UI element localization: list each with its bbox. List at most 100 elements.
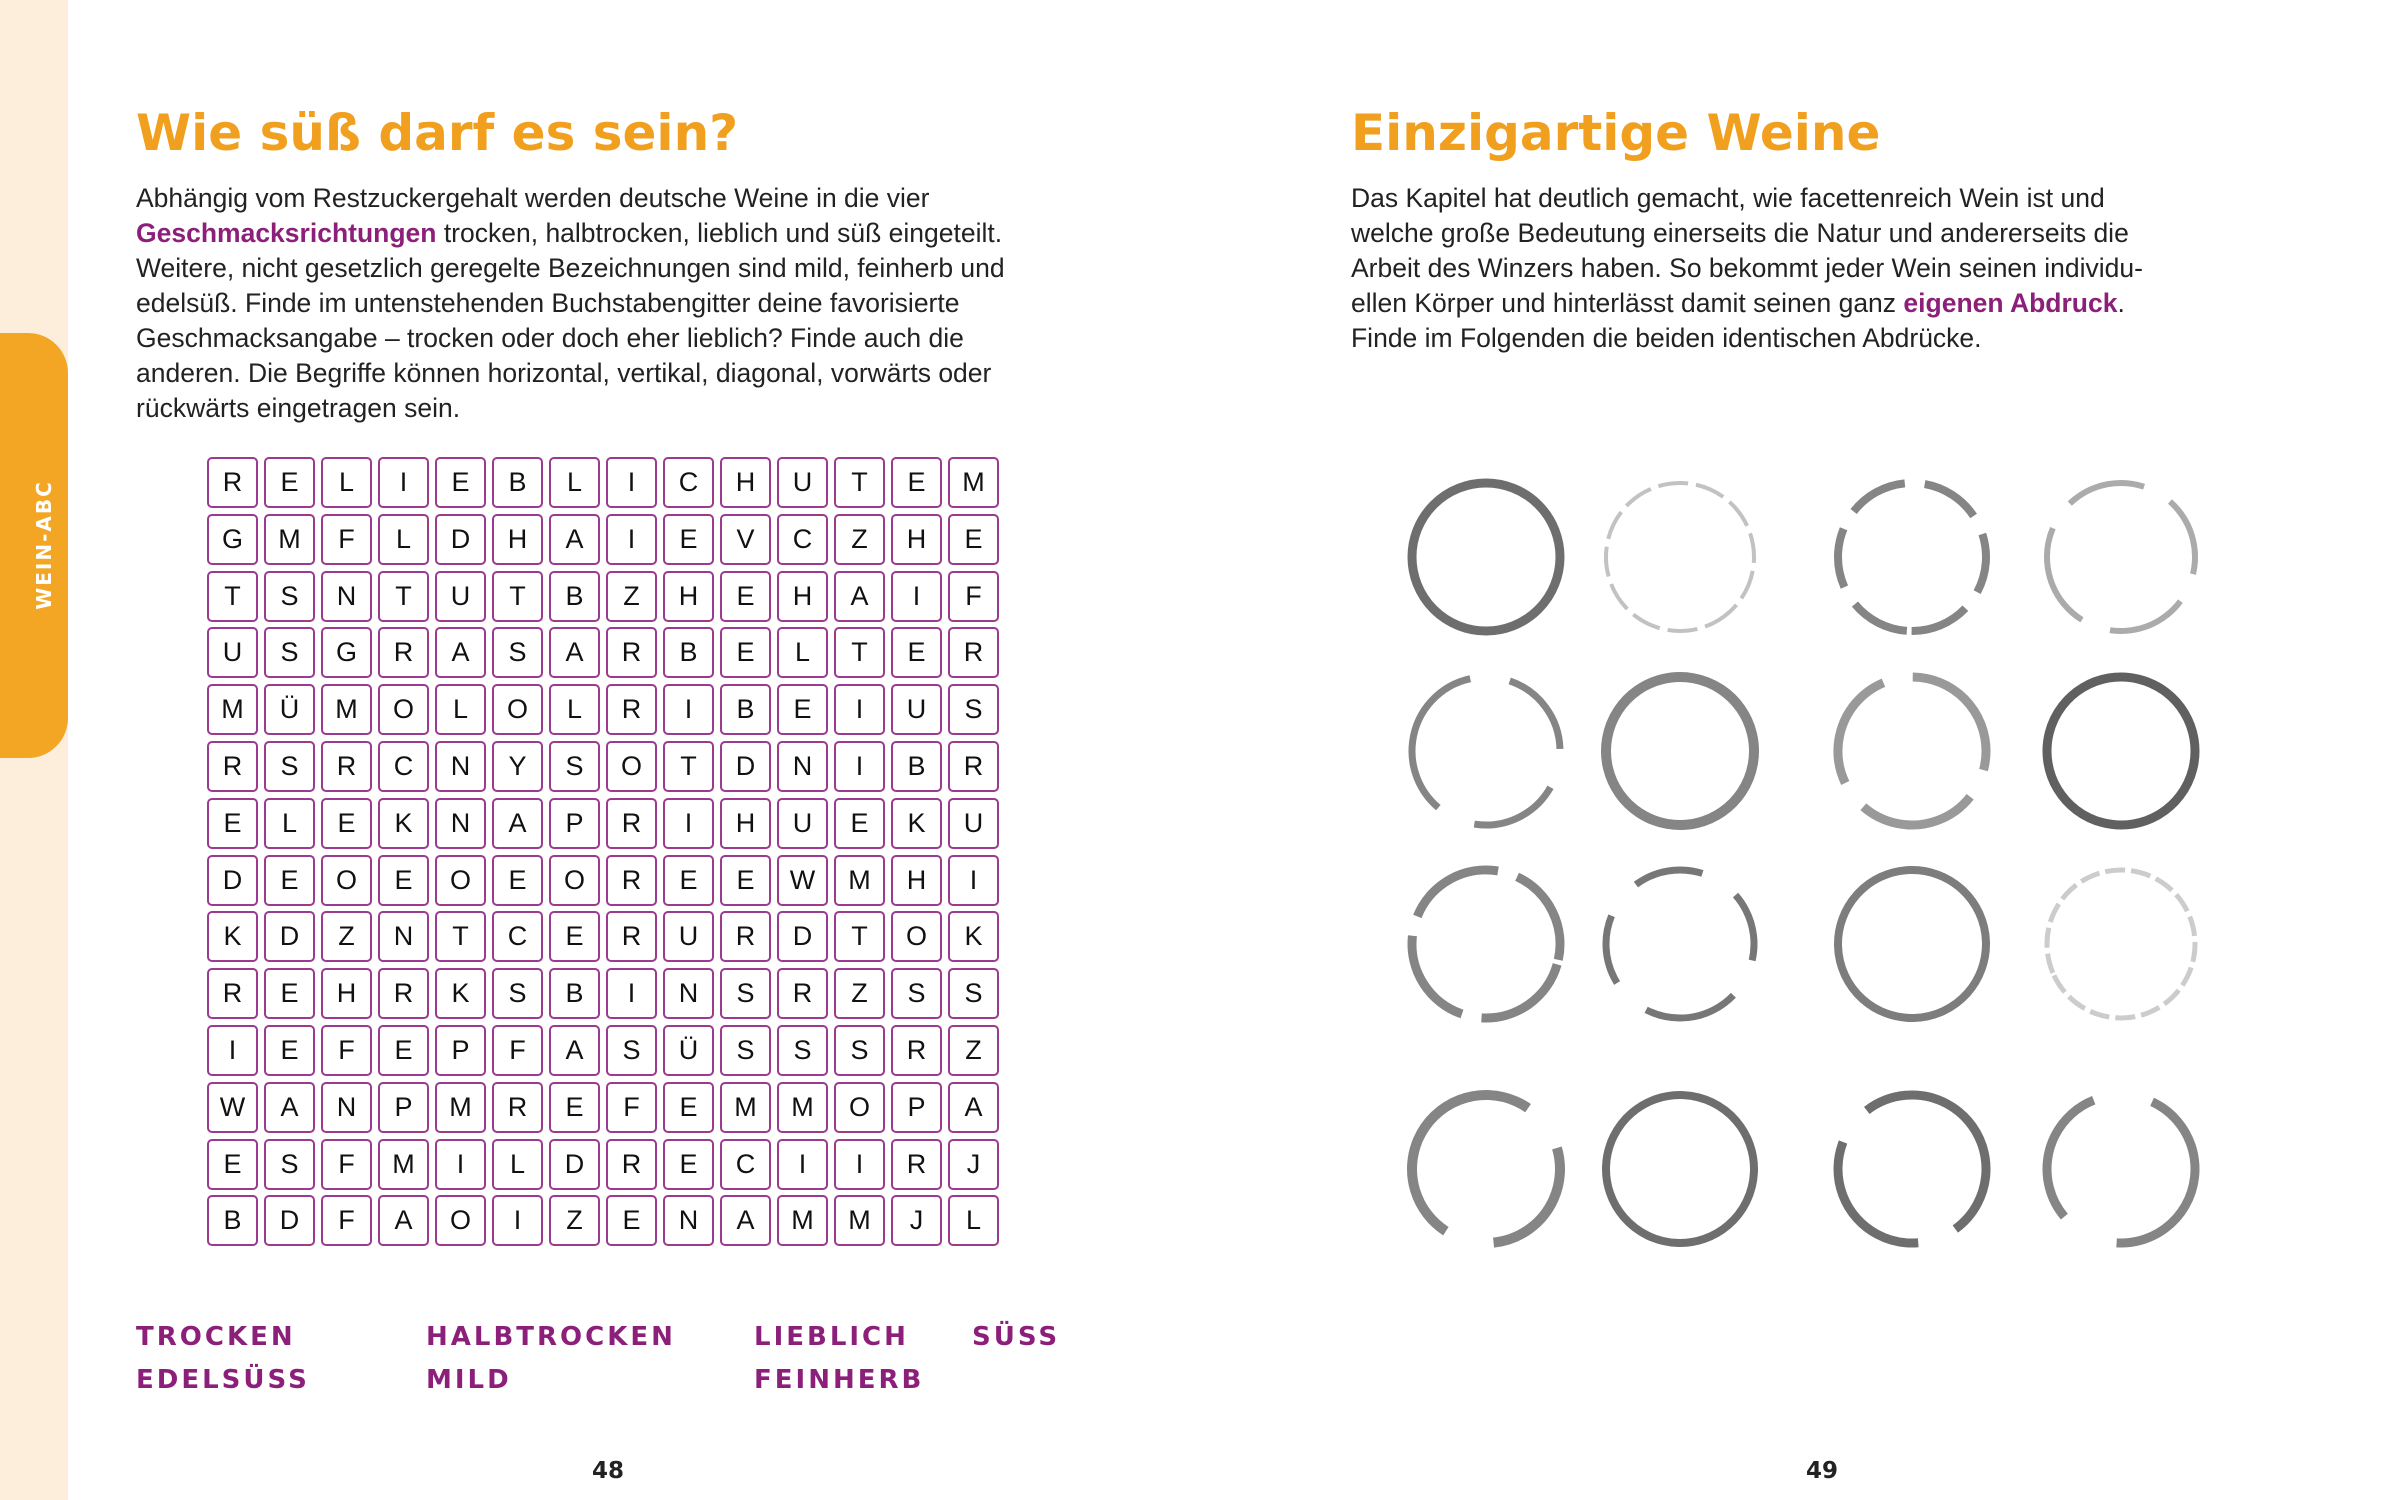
grid-cell: S [492,968,543,1020]
grid-cell: E [264,457,315,508]
search-word: HALBTROCKEN [426,1322,676,1352]
grid-cell: E [264,854,315,906]
grid-cell: H [720,797,771,849]
grid-cell: Z [321,911,372,963]
grid-cell: U [435,570,486,622]
grid-cell: I [834,684,885,736]
grid-cell: L [264,797,315,849]
grid-cell: S [834,1025,885,1076]
grid-cell: S [777,1025,828,1076]
grid-cell: D [264,911,315,963]
grid-cell: K [378,797,429,849]
grid-cell: Z [549,1195,600,1247]
grid-cell: U [948,797,999,849]
grid-cell: A [435,627,486,679]
grid-cell: M [321,684,372,736]
text: ellen Körper und hinterlässt damit seine… [1351,288,1904,318]
grid-cell: E [492,854,543,906]
grid-cell: S [264,1138,315,1190]
text: trocken, halbtrocken, lieblich und süß e… [436,218,1003,248]
text: rückwärts eingetragen sein. [136,393,461,423]
grid-cell: M [264,513,315,565]
grid-cell: F [321,1138,372,1190]
grid-cell: M [207,684,258,736]
grid-cell: I [663,797,714,849]
grid-cell: E [549,911,600,963]
grid-cell: E [663,513,714,565]
grid-cell: H [663,570,714,622]
grid-cell: S [264,741,315,792]
grid-cell: M [834,854,885,906]
grid-cell: F [321,1195,372,1247]
grid-cell: H [321,968,372,1020]
grid-cell: O [378,684,429,736]
grid-cell: C [492,911,543,963]
grid-cell: O [492,684,543,736]
grid-cell: H [777,570,828,622]
grid-cell: O [606,741,657,792]
grid-cell: B [549,968,600,1020]
grid-cell: R [207,457,258,508]
grid-cell: B [549,570,600,622]
grid-cell: E [606,1195,657,1247]
grid-cell: R [891,1138,942,1190]
grid-cell: O [891,911,942,963]
grid-cell: K [948,911,999,963]
grid-cell: N [321,1081,372,1133]
text-line: ellen Körper und hinterlässt damit seine… [1351,286,2125,321]
grid-cell: E [720,627,771,679]
grid-cell: G [207,513,258,565]
grid-cell: B [720,684,771,736]
grid-cell: I [606,457,657,508]
grid-cell: D [777,911,828,963]
wine-ring [2042,672,2200,830]
grid-cell: R [606,911,657,963]
grid-cell: I [207,1025,258,1076]
text-line: Geschmacksangabe – trocken oder doch ehe… [136,321,964,356]
text: Finde im Folgenden die beiden identische… [1351,323,1982,353]
wine-ring [1833,672,1991,830]
grid-cell: R [378,968,429,1020]
grid-cell: Z [834,968,885,1020]
search-word: SÜSS [972,1322,1061,1352]
grid-cell: N [378,911,429,963]
text-line: edelsüß. Finde im untenstehenden Buchsta… [136,286,959,321]
grid-cell: S [720,968,771,1020]
wine-ring [1602,1091,1758,1248]
grid-cell: R [777,968,828,1020]
grid-cell: N [435,741,486,792]
text: Das Kapitel hat deutlich gemacht, wie fa… [1351,183,2105,213]
grid-cell: A [492,797,543,849]
wine-ring [1601,671,1759,830]
emphasis: Geschmacksrichtungen [136,218,437,248]
grid-cell: C [777,513,828,565]
grid-cell: E [663,1138,714,1190]
grid-cell: T [834,627,885,679]
grid-cell: I [378,457,429,508]
grid-cell: A [549,1025,600,1076]
grid-cell: S [264,570,315,622]
emphasis: eigenen Abdruck [1903,288,2118,318]
grid-cell: F [948,570,999,622]
grid-cell: S [948,684,999,736]
text: Arbeit des Winzers haben. So bekommt jed… [1351,253,2143,283]
grid-cell: R [606,627,657,679]
text: anderen. Die Begriffe können horizontal,… [136,358,992,388]
grid-cell: N [663,968,714,1020]
grid-cell: E [378,1025,429,1076]
grid-cell: C [663,457,714,508]
grid-cell: M [834,1195,885,1247]
grid-cell: M [948,457,999,508]
grid-cell: R [207,741,258,792]
grid-cell: A [378,1195,429,1247]
grid-cell: S [720,1025,771,1076]
grid-cell: Ü [264,684,315,736]
grid-cell: P [435,1025,486,1076]
grid-cell: E [663,854,714,906]
grid-cell: K [891,797,942,849]
text-line: Finde im Folgenden die beiden identische… [1351,321,1982,356]
grid-cell: C [378,741,429,792]
grid-cell: I [606,513,657,565]
grid-cell: L [492,1138,543,1190]
